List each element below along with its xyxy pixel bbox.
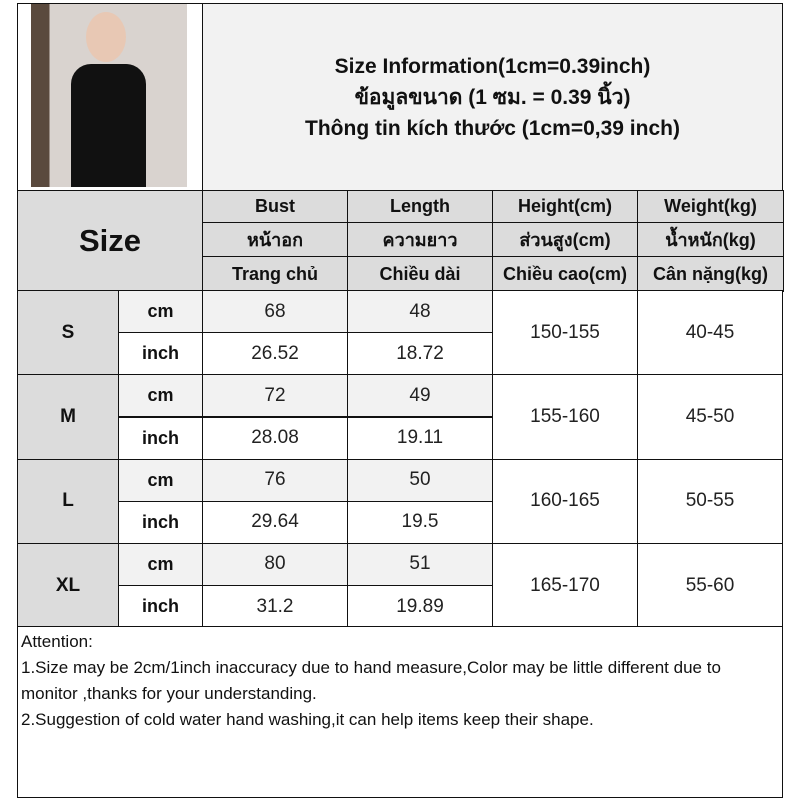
column-header-vi: Chiều cao(cm) — [492, 256, 638, 292]
length-inch-value: 19.11 — [347, 416, 493, 460]
size-label: S — [17, 290, 119, 376]
unit-inch: inch — [118, 332, 203, 376]
size-label: M — [17, 374, 119, 460]
title-cell: Size Information(1cm=0.39inch) ข้อมูลขนา… — [202, 3, 783, 191]
weight-value: 50-55 — [637, 458, 783, 544]
column-header-en: Height(cm) — [492, 190, 638, 223]
column-header-en: Weight(kg) — [637, 190, 784, 223]
unit-cm: cm — [118, 374, 203, 418]
length-cm-value: 49 — [347, 374, 493, 418]
length-cm-value: 51 — [347, 542, 493, 587]
weight-value: 55-60 — [637, 542, 783, 629]
model-photo — [31, 4, 187, 187]
bust-cm-value: 80 — [202, 542, 348, 587]
size-label: XL — [17, 542, 119, 629]
length-inch-value: 18.72 — [347, 332, 493, 376]
height-value: 160-165 — [492, 458, 638, 544]
height-value: 165-170 — [492, 542, 638, 629]
unit-inch: inch — [118, 585, 203, 629]
attention-note-1: 1.Size may be 2cm/1inch inaccuracy due t… — [21, 658, 721, 703]
unit-inch: inch — [118, 416, 203, 460]
height-value: 155-160 — [492, 374, 638, 460]
unit-cm: cm — [118, 542, 203, 587]
column-header-th: ความยาว — [347, 222, 493, 257]
column-header-th: น้ำหนัก(kg) — [637, 222, 784, 257]
column-header-en: Bust — [202, 190, 348, 223]
attention-heading: Attention: — [21, 632, 93, 651]
height-value: 150-155 — [492, 290, 638, 376]
bust-inch-value: 26.52 — [202, 332, 348, 376]
column-header-th: ส่วนสูง(cm) — [492, 222, 638, 257]
column-header-vi: Trang chủ — [202, 256, 348, 292]
bust-cm-value: 76 — [202, 458, 348, 502]
title-vi: Thông tin kích thước (1cm=0,39 inch) — [305, 116, 680, 140]
column-header-vi: Chiều dài — [347, 256, 493, 292]
bust-cm-value: 72 — [202, 374, 348, 418]
bust-inch-value: 31.2 — [202, 585, 348, 629]
size-header: Size — [17, 190, 203, 291]
column-header-vi: Cân nặng(kg) — [637, 256, 784, 292]
size-label: L — [17, 458, 119, 544]
title-th: ข้อมูลขนาด (1 ซม. = 0.39 นิ้ว) — [354, 85, 631, 109]
weight-value: 40-45 — [637, 290, 783, 376]
bust-inch-value: 28.08 — [202, 416, 348, 460]
unit-cm: cm — [118, 458, 203, 502]
unit-inch: inch — [118, 500, 203, 544]
weight-value: 45-50 — [637, 374, 783, 460]
length-inch-value: 19.5 — [347, 500, 493, 544]
column-header-th: หน้าอก — [202, 222, 348, 257]
length-cm-value: 48 — [347, 290, 493, 334]
bust-cm-value: 68 — [202, 290, 348, 334]
unit-cm: cm — [118, 290, 203, 334]
length-cm-value: 50 — [347, 458, 493, 502]
attention-box: Attention: 1.Size may be 2cm/1inch inacc… — [17, 626, 783, 798]
column-header-en: Length — [347, 190, 493, 223]
bust-inch-value: 29.64 — [202, 500, 348, 544]
attention-note-2: 2.Suggestion of cold water hand washing,… — [21, 710, 594, 729]
title-en: Size Information(1cm=0.39inch) — [334, 54, 651, 78]
length-inch-value: 19.89 — [347, 585, 493, 629]
